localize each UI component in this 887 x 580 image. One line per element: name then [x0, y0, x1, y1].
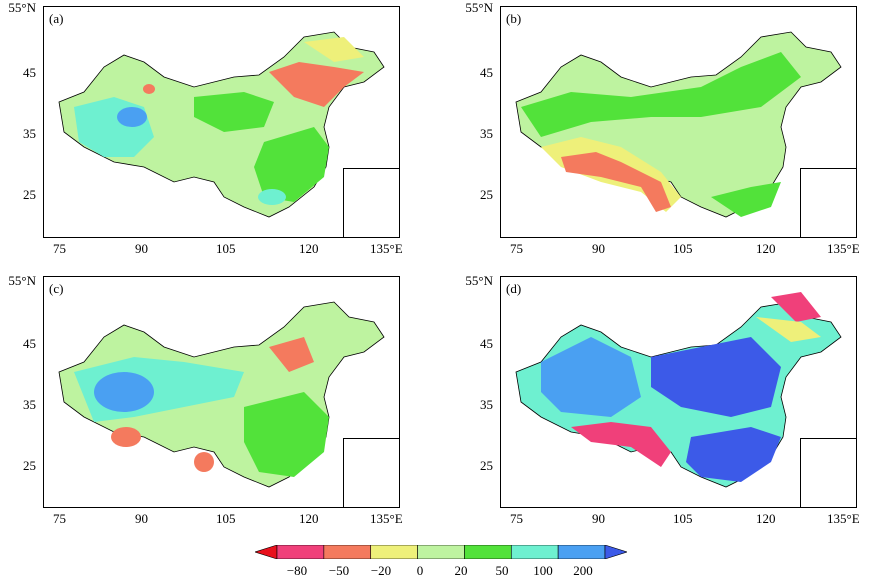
colorbar-segment — [370, 545, 418, 559]
south-china-sea-inset — [800, 168, 856, 237]
x-tick-label: 75 — [510, 241, 523, 256]
y-axis-top-label: 55°N — [465, 273, 493, 288]
panel-label: (d) — [506, 281, 522, 296]
y-tick-label: 45 — [23, 336, 36, 351]
china-precipitation-map-a — [58, 31, 385, 218]
colorbar-segment — [510, 545, 559, 559]
x-tick-label: 90 — [592, 241, 605, 256]
y-axis-top-label: 55°N — [465, 0, 493, 15]
south-china-sea-inset — [800, 438, 856, 507]
colorbar-label: 0 — [416, 563, 424, 578]
south-china-sea-inset — [343, 168, 399, 237]
x-tick-label: 75 — [510, 511, 523, 526]
y-axis-top-label: 55°N — [8, 0, 36, 15]
y-tick-label: 25 — [480, 187, 493, 202]
y-tick-label: 45 — [480, 336, 493, 351]
y-tick-label: 25 — [23, 187, 36, 202]
panel-label: (c) — [49, 281, 64, 296]
colorbar-segment — [323, 545, 372, 559]
x-tick-label: 105 — [673, 511, 693, 526]
colorbar — [255, 545, 627, 559]
x-axis-last-label: 135°E — [370, 511, 403, 526]
colorbar-label: 100 — [533, 563, 553, 578]
x-tick-label: 75 — [53, 511, 66, 526]
y-axis-top-label: 55°N — [8, 273, 36, 288]
x-tick-label: 90 — [135, 511, 148, 526]
x-axis-last-label: 135°E — [827, 511, 860, 526]
x-tick-label: 90 — [592, 511, 605, 526]
colorbar-label: −80 — [286, 563, 308, 578]
y-tick-label: 35 — [23, 397, 36, 412]
y-tick-label: 35 — [480, 397, 493, 412]
colorbar-label: −20 — [370, 563, 392, 578]
south-china-sea-inset — [343, 438, 399, 507]
colorbar-segment — [255, 545, 278, 559]
colorbar-label: 50 — [495, 563, 509, 578]
x-tick-label: 105 — [216, 241, 236, 256]
colorbar-segment — [417, 545, 465, 559]
colorbar-label: 200 — [573, 563, 593, 578]
x-tick-label: 105 — [216, 511, 236, 526]
panel-label: (b) — [506, 11, 522, 26]
x-tick-label: 75 — [53, 241, 66, 256]
x-tick-label: 120 — [299, 511, 319, 526]
y-tick-label: 45 — [480, 65, 493, 80]
colorbar-segment — [557, 545, 606, 559]
colorbar-label: 20 — [454, 563, 468, 578]
y-tick-label: 25 — [480, 458, 493, 473]
map-panel-d: (d) — [500, 276, 857, 508]
china-precipitation-map-b — [515, 31, 842, 218]
y-tick-label: 25 — [23, 458, 36, 473]
x-tick-label: 120 — [299, 241, 319, 256]
colorbar-segment — [464, 545, 512, 559]
x-axis-last-label: 135°E — [827, 241, 860, 256]
map-panel-c: (c) — [43, 276, 400, 508]
colorbar-label: −50 — [328, 563, 350, 578]
x-tick-label: 120 — [756, 511, 776, 526]
y-tick-label: 35 — [23, 126, 36, 141]
colorbar-segment — [604, 545, 627, 559]
x-tick-label: 120 — [756, 241, 776, 256]
y-tick-label: 45 — [23, 65, 36, 80]
china-precipitation-map-c — [58, 301, 385, 488]
x-tick-label: 105 — [673, 241, 693, 256]
x-axis-last-label: 135°E — [370, 241, 403, 256]
x-tick-label: 90 — [135, 241, 148, 256]
colorbar-segment — [276, 545, 325, 559]
china-precipitation-map-d — [515, 292, 842, 488]
panel-label: (a) — [49, 11, 64, 26]
map-panel-a: (a) — [43, 6, 400, 238]
map-panel-b: (b) — [500, 6, 857, 238]
y-tick-label: 35 — [480, 126, 493, 141]
